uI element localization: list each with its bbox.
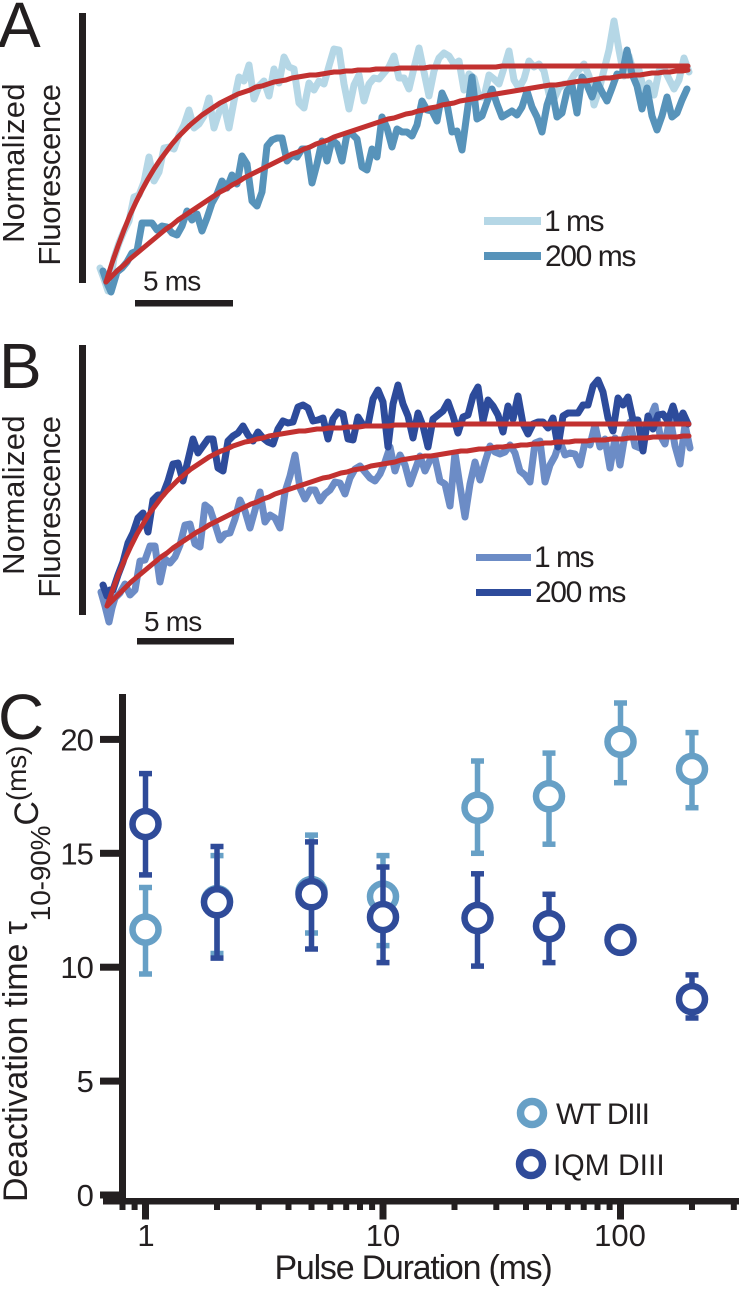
svg-text:1: 1	[137, 1218, 154, 1253]
svg-text:B: B	[0, 330, 42, 402]
svg-text:0: 0	[77, 1178, 94, 1213]
svg-text:WT DIII: WT DIII	[556, 1098, 649, 1131]
svg-text:Fluorescence: Fluorescence	[32, 84, 67, 265]
svg-text:10: 10	[366, 1218, 400, 1253]
svg-text:Normalized: Normalized	[0, 415, 31, 575]
svg-text:100: 100	[594, 1218, 646, 1253]
svg-text:5 ms: 5 ms	[143, 266, 200, 297]
svg-text:Normalized: Normalized	[0, 83, 31, 243]
svg-text:Fluorescence: Fluorescence	[32, 416, 67, 597]
svg-text:10: 10	[60, 950, 93, 985]
svg-text:200 ms: 200 ms	[545, 240, 635, 273]
svg-text:15: 15	[60, 836, 93, 871]
svg-text:A: A	[0, 0, 41, 61]
svg-text:IQM DIII: IQM DIII	[553, 1149, 665, 1182]
svg-text:C: C	[0, 681, 44, 753]
svg-text:Pulse Duration (ms): Pulse Duration (ms)	[274, 1249, 551, 1287]
svg-text:20: 20	[60, 722, 93, 757]
svg-text:1 ms: 1 ms	[544, 205, 604, 238]
svg-text:5 ms: 5 ms	[144, 606, 201, 637]
svg-text:1 ms: 1 ms	[534, 541, 594, 574]
svg-text:5: 5	[77, 1064, 93, 1099]
svg-text:200 ms: 200 ms	[535, 576, 625, 609]
